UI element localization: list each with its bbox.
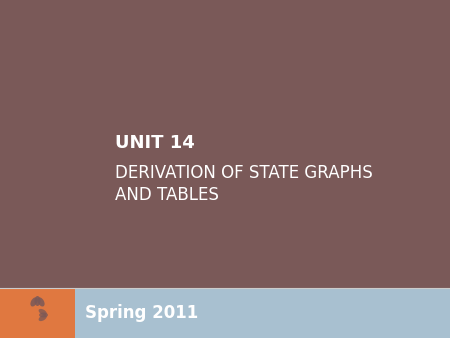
Ellipse shape	[37, 297, 45, 307]
Ellipse shape	[39, 313, 48, 317]
Bar	[0, 288, 75, 338]
Ellipse shape	[35, 296, 40, 306]
Text: Spring 2011: Spring 2011	[85, 304, 198, 322]
Text: UNIT 14: UNIT 14	[115, 134, 195, 152]
Text: AND TABLES: AND TABLES	[115, 186, 219, 204]
Ellipse shape	[39, 315, 47, 321]
Ellipse shape	[39, 309, 47, 315]
Text: DERIVATION OF STATE GRAPHS: DERIVATION OF STATE GRAPHS	[115, 164, 373, 182]
Ellipse shape	[31, 297, 38, 307]
Bar	[0, 288, 450, 338]
